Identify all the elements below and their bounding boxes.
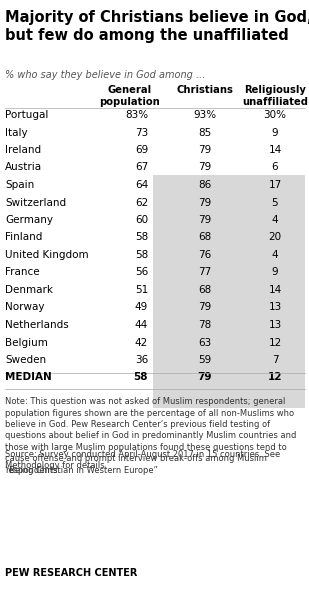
Text: 14: 14 (269, 285, 281, 295)
Text: 36: 36 (135, 355, 148, 365)
Text: Spain: Spain (5, 180, 34, 190)
Text: 51: 51 (135, 285, 148, 295)
Text: 30%: 30% (264, 110, 286, 120)
Text: 79: 79 (198, 215, 212, 225)
Text: 85: 85 (198, 127, 212, 137)
Text: Note: This question was not asked of Muslim respondents; general population figu: Note: This question was not asked of Mus… (5, 397, 296, 475)
Text: 67: 67 (135, 162, 148, 172)
Text: Christians: Christians (176, 85, 233, 95)
Text: 93%: 93% (193, 110, 217, 120)
Text: 59: 59 (198, 355, 212, 365)
Text: 60: 60 (135, 215, 148, 225)
Text: 44: 44 (135, 320, 148, 330)
Text: 12: 12 (268, 372, 282, 382)
Text: 49: 49 (135, 303, 148, 313)
Text: 58: 58 (135, 250, 148, 260)
Text: 58: 58 (133, 372, 148, 382)
Text: 78: 78 (198, 320, 212, 330)
Text: 79: 79 (198, 162, 212, 172)
Text: Denmark: Denmark (5, 285, 53, 295)
Text: 68: 68 (198, 285, 212, 295)
Text: 7: 7 (272, 355, 278, 365)
Text: Belgium: Belgium (5, 337, 48, 348)
Bar (153, 175, 305, 408)
Text: 79: 79 (198, 145, 212, 155)
Text: 4: 4 (272, 250, 278, 260)
Text: 17: 17 (269, 180, 281, 190)
Text: 5: 5 (272, 198, 278, 208)
Text: 86: 86 (198, 180, 212, 190)
Text: 12: 12 (269, 337, 281, 348)
Text: 9: 9 (272, 127, 278, 137)
Text: Germany: Germany (5, 215, 53, 225)
Text: 13: 13 (269, 320, 281, 330)
Text: 77: 77 (198, 267, 212, 277)
Text: 62: 62 (135, 198, 148, 208)
Text: 13: 13 (269, 303, 281, 313)
Text: 79: 79 (198, 303, 212, 313)
Text: 73: 73 (135, 127, 148, 137)
Text: Italy: Italy (5, 127, 28, 137)
Text: 42: 42 (135, 337, 148, 348)
Text: Austria: Austria (5, 162, 42, 172)
Text: 68: 68 (198, 232, 212, 242)
Text: MEDIAN: MEDIAN (5, 372, 52, 382)
Text: Majority of Christians believe in God,
but few do among the unaffiliated: Majority of Christians believe in God, b… (5, 10, 309, 43)
Text: 20: 20 (269, 232, 281, 242)
Text: 9: 9 (272, 267, 278, 277)
Text: 58: 58 (135, 232, 148, 242)
Text: PEW RESEARCH CENTER: PEW RESEARCH CENTER (5, 568, 138, 578)
Text: 79: 79 (198, 372, 212, 382)
Text: 4: 4 (272, 215, 278, 225)
Text: France: France (5, 267, 40, 277)
Text: “Being Christian in Western Europe”: “Being Christian in Western Europe” (5, 466, 158, 475)
Text: Switzerland: Switzerland (5, 198, 66, 208)
Text: 6: 6 (272, 162, 278, 172)
Text: 76: 76 (198, 250, 212, 260)
Text: Ireland: Ireland (5, 145, 41, 155)
Text: 83%: 83% (125, 110, 148, 120)
Text: Sweden: Sweden (5, 355, 46, 365)
Text: 14: 14 (269, 145, 281, 155)
Text: 69: 69 (135, 145, 148, 155)
Text: Religiously
unaffiliated: Religiously unaffiliated (242, 85, 308, 107)
Text: Finland: Finland (5, 232, 42, 242)
Text: General
population: General population (99, 85, 160, 107)
Text: Portugal: Portugal (5, 110, 49, 120)
Text: Netherlands: Netherlands (5, 320, 69, 330)
Text: % who say they believe in God among ...: % who say they believe in God among ... (5, 70, 205, 80)
Text: 63: 63 (198, 337, 212, 348)
Text: United Kingdom: United Kingdom (5, 250, 89, 260)
Text: 64: 64 (135, 180, 148, 190)
Text: 79: 79 (198, 198, 212, 208)
Text: Source: Survey conducted April-August 2017 in 15 countries. See Methodology for : Source: Survey conducted April-August 20… (5, 450, 280, 470)
Text: Norway: Norway (5, 303, 44, 313)
Text: 56: 56 (135, 267, 148, 277)
